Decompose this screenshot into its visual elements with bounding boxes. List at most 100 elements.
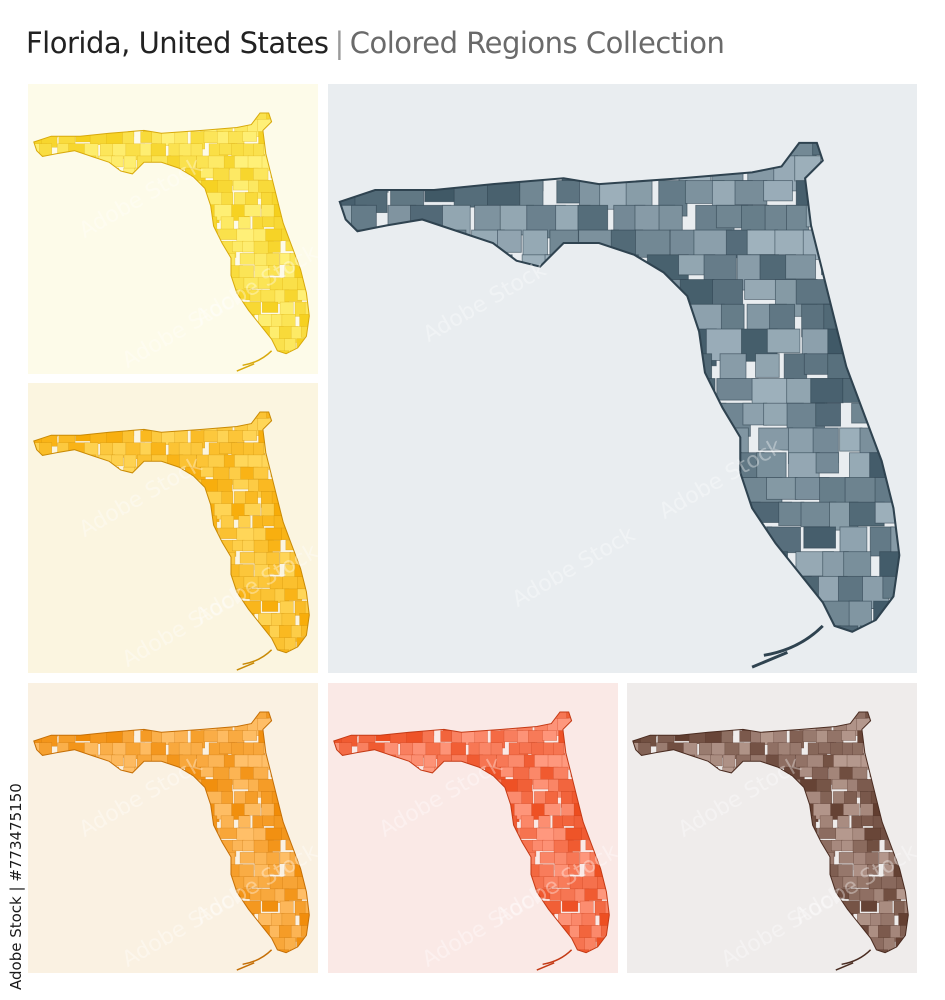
county-region bbox=[423, 754, 437, 768]
county-region bbox=[565, 827, 582, 841]
county-region bbox=[831, 839, 844, 852]
county-region bbox=[490, 742, 503, 756]
county-region bbox=[549, 888, 563, 901]
county-region bbox=[265, 527, 282, 541]
county-region bbox=[111, 754, 124, 767]
county-region bbox=[562, 900, 579, 912]
county-region bbox=[123, 754, 137, 768]
county-region bbox=[253, 766, 269, 780]
florida-map bbox=[328, 683, 618, 973]
county-region bbox=[852, 766, 868, 780]
title-main: Florida, United States bbox=[26, 26, 329, 60]
county-region bbox=[867, 864, 879, 875]
county-region bbox=[853, 864, 870, 878]
county-region bbox=[242, 131, 257, 142]
county-region bbox=[253, 143, 265, 158]
county-region bbox=[758, 427, 794, 451]
county-region bbox=[196, 754, 209, 770]
county-region bbox=[261, 803, 275, 817]
county-region bbox=[810, 378, 844, 404]
county-region bbox=[267, 839, 281, 852]
county-region bbox=[815, 452, 840, 474]
county-region bbox=[268, 265, 280, 276]
map-panel-yellow: Adobe Stock Adobe Stock Adobe Stock bbox=[28, 84, 318, 374]
county-region bbox=[269, 277, 285, 292]
county-region bbox=[300, 326, 310, 338]
county-region bbox=[553, 766, 569, 780]
county-region bbox=[734, 180, 768, 206]
state-outline bbox=[632, 711, 909, 954]
title-subtitle: Colored Regions Collection bbox=[349, 26, 725, 60]
county-region bbox=[221, 791, 234, 805]
county-region bbox=[262, 600, 279, 612]
county-region bbox=[838, 852, 856, 864]
county-region bbox=[544, 803, 561, 816]
county-region bbox=[785, 254, 817, 280]
county-region bbox=[279, 552, 292, 564]
county-region bbox=[242, 730, 257, 741]
title-separator: | bbox=[334, 26, 344, 60]
county-region bbox=[789, 742, 802, 756]
county-region bbox=[304, 900, 310, 917]
county-region bbox=[833, 754, 849, 768]
county-region bbox=[279, 253, 292, 265]
county-region bbox=[300, 625, 310, 637]
county-region bbox=[788, 452, 820, 479]
county-region bbox=[245, 491, 258, 504]
page-title: Florida, United States | Colored Regions C… bbox=[26, 26, 725, 60]
county-region bbox=[521, 791, 534, 805]
county-region bbox=[783, 353, 808, 380]
county-region bbox=[844, 791, 857, 804]
county-region bbox=[267, 539, 281, 552]
county-region bbox=[803, 526, 836, 549]
county-region bbox=[249, 888, 263, 901]
county-region bbox=[269, 876, 285, 891]
county-region bbox=[179, 454, 197, 469]
county-region bbox=[249, 289, 263, 302]
county-region bbox=[479, 754, 497, 769]
florida-keys bbox=[236, 350, 273, 372]
county-region bbox=[778, 754, 796, 769]
county-region bbox=[795, 754, 808, 770]
county-region bbox=[604, 900, 610, 917]
map-panel-orange: Adobe Stock Adobe Stock Adobe Stock bbox=[28, 683, 318, 973]
florida-keys bbox=[751, 624, 824, 669]
county-region bbox=[532, 839, 545, 852]
county-region bbox=[232, 240, 245, 253]
county-region bbox=[244, 204, 261, 217]
county-region bbox=[778, 501, 805, 527]
florida-map bbox=[328, 84, 917, 673]
county-region bbox=[190, 143, 203, 157]
county-region bbox=[304, 301, 310, 318]
county-region bbox=[742, 402, 768, 426]
county-region bbox=[542, 730, 557, 741]
county-region bbox=[190, 742, 203, 756]
county-region bbox=[111, 454, 124, 467]
county-region bbox=[253, 742, 265, 757]
state-outline bbox=[33, 112, 310, 355]
county-region bbox=[496, 754, 509, 770]
county-region bbox=[839, 427, 863, 452]
county-region bbox=[239, 253, 257, 265]
stock-id-label: Adobe Stock | #773475150 bbox=[7, 783, 25, 990]
county-region bbox=[851, 815, 863, 829]
county-region bbox=[534, 754, 550, 768]
county-region bbox=[249, 588, 263, 601]
county-region bbox=[600, 925, 610, 937]
county-region bbox=[579, 852, 592, 864]
county-region bbox=[245, 192, 258, 205]
florida-keys bbox=[536, 949, 573, 971]
county-region bbox=[843, 803, 860, 816]
state-outline bbox=[333, 711, 610, 954]
county-region bbox=[837, 815, 850, 828]
map-panel-brown: Adobe Stock Adobe Stock Adobe Stock bbox=[627, 683, 917, 973]
county-region bbox=[860, 803, 874, 817]
county-region bbox=[245, 791, 258, 804]
county-region bbox=[232, 539, 245, 552]
county-region bbox=[122, 430, 135, 444]
county-region bbox=[658, 204, 683, 232]
county-region bbox=[228, 131, 245, 144]
county-region bbox=[569, 876, 585, 891]
county-region bbox=[179, 754, 197, 769]
county-region bbox=[561, 803, 575, 817]
